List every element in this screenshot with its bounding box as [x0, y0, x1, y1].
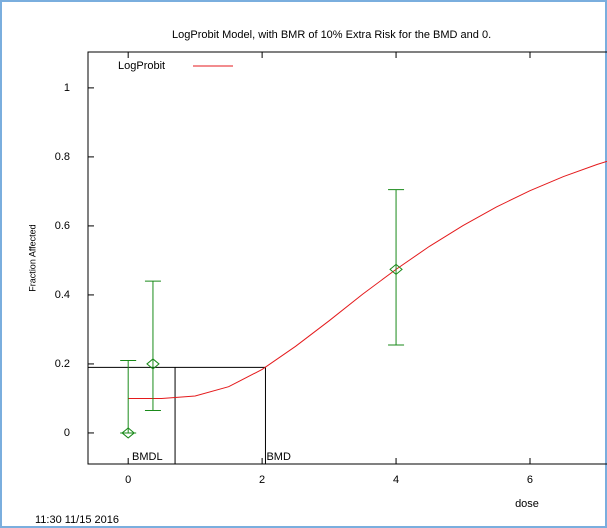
legend-label: LogProbit	[118, 60, 165, 72]
error-bar	[144, 280, 161, 412]
y-tick-label: 0.2	[55, 358, 70, 370]
y-tick-label: 0.8	[55, 151, 70, 163]
bmdl-label: BMDL	[132, 451, 163, 463]
chart-title: LogProbit Model, with BMR of 10% Extra R…	[172, 29, 491, 41]
data-point	[146, 358, 160, 370]
x-tick-label: 2	[259, 474, 265, 486]
error-bar	[388, 189, 405, 346]
plot-layer: BMDL BMD	[88, 160, 607, 464]
x-tick-label: 6	[527, 474, 533, 486]
y-tick-label: 0.4	[55, 289, 70, 301]
x-tick-label: 4	[393, 474, 399, 486]
bmd-label: BMD	[266, 451, 291, 463]
timestamp: 11:30 11/15 2016	[35, 514, 119, 526]
y-tick-label: 0	[64, 427, 70, 439]
y-tick-label: 0.6	[55, 220, 70, 232]
error-bar	[120, 359, 137, 434]
data-point	[121, 427, 135, 439]
x-tick-label: 0	[125, 474, 131, 486]
plot-area	[87, 51, 607, 465]
y-tick-label: 1	[64, 82, 70, 94]
data-point	[389, 263, 403, 276]
y-axis-label: Fraction Affected	[27, 224, 37, 291]
x-axis-label: dose	[515, 498, 539, 510]
model-curve	[128, 160, 607, 399]
